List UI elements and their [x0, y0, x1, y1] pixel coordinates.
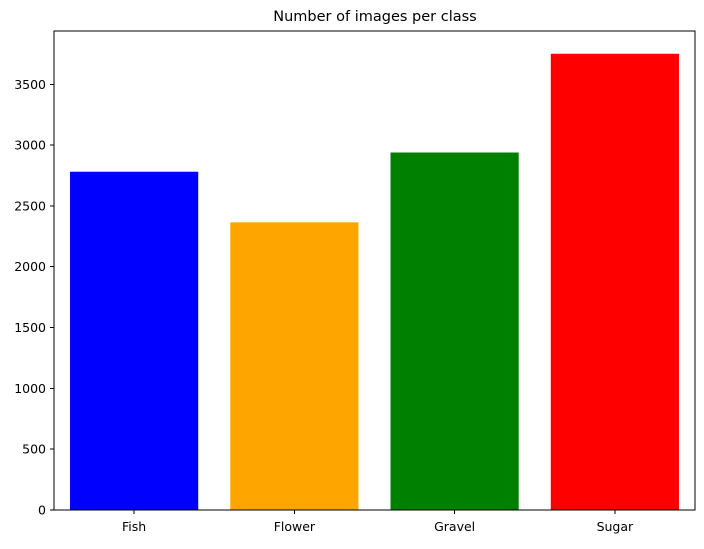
plot-frame	[53, 30, 696, 511]
bar-gravel	[390, 152, 519, 510]
y-tick-label: 3000	[14, 138, 46, 153]
bar-flower	[230, 222, 359, 510]
x-tick-label-sugar: Sugar	[597, 519, 634, 534]
y-tick-label: 1000	[14, 381, 46, 396]
y-tick-label: 2000	[14, 259, 46, 274]
x-tick-label-flower: Flower	[274, 519, 316, 534]
bar-sugar	[550, 53, 679, 510]
y-tick-label: 0	[38, 503, 46, 518]
x-tick-label-gravel: Gravel	[434, 519, 475, 534]
y-tick-label: 1500	[14, 320, 46, 335]
chart-title: Number of images per class	[273, 9, 476, 25]
y-tick-label: 3500	[14, 77, 46, 92]
x-tick-label-fish: Fish	[122, 519, 146, 534]
bar-fish	[70, 171, 199, 511]
y-tick-label: 2500	[14, 198, 46, 213]
y-tick-label: 500	[22, 442, 46, 457]
